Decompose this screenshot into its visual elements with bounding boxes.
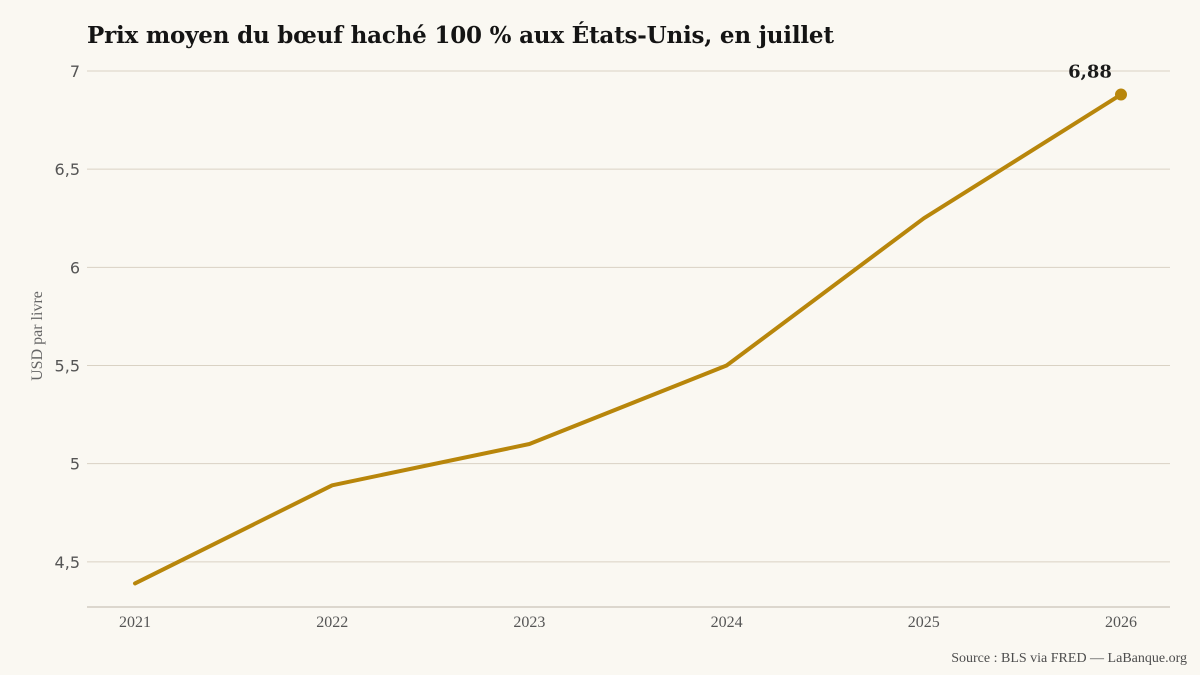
- data-point-marker: [1115, 88, 1127, 101]
- y-tick-label: 7: [70, 62, 80, 81]
- y-tick-label: 6: [70, 258, 80, 277]
- x-tick-label: 2026: [1105, 614, 1137, 631]
- source-note: Source : BLS via FRED — LaBanque.org: [951, 651, 1187, 666]
- y-tick-label: 5,5: [55, 357, 80, 376]
- label-layer: 6,88: [1068, 62, 1112, 83]
- chart-title: Prix moyen du bœuf haché 100 % aux États…: [87, 22, 834, 49]
- x-tick-label: 2021: [119, 614, 151, 631]
- series-layer: [133, 88, 1127, 586]
- y-tick-label: 4,5: [55, 553, 80, 572]
- y-tick-label: 6,5: [55, 160, 80, 179]
- series-line: [133, 92, 1123, 586]
- axis-layer: 4,5 5 5,5 6 6,5 7 2021 2022 2023 2024 2025 2026 USD …: [29, 62, 1170, 631]
- y-tick-label: 5: [70, 455, 80, 474]
- data-label: 6,88: [1068, 62, 1112, 83]
- x-tick-label: 2023: [513, 614, 545, 631]
- x-tick-label: 2025: [908, 614, 940, 631]
- grid-layer: [87, 70, 1170, 563]
- x-tick-label: 2022: [316, 614, 348, 631]
- x-tick-label: 2024: [711, 614, 743, 631]
- y-axis-label: USD par livre: [29, 291, 46, 381]
